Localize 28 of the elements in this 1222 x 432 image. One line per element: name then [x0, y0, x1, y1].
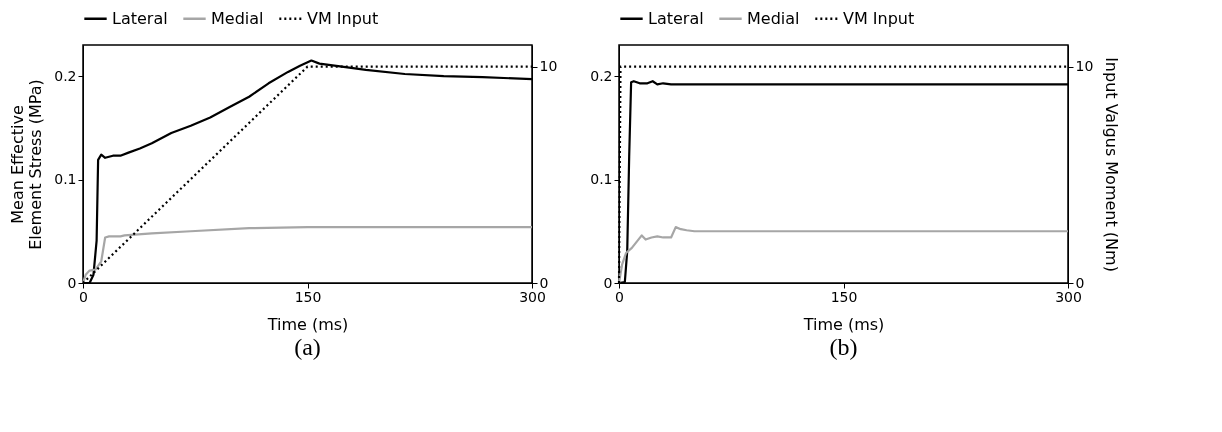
x-tick-label: 0: [615, 288, 624, 305]
y-tick-label: 0: [67, 274, 77, 291]
x-tick-label: 150: [830, 288, 858, 305]
y-tick-label: 0: [603, 274, 613, 291]
text: (a): [294, 334, 321, 360]
y2-tick-label: 10: [1075, 58, 1094, 75]
x-axis-title: Time (ms): [802, 314, 885, 334]
legend-label: VM Input: [843, 8, 915, 28]
x-tick-label: 300: [519, 288, 546, 305]
legend-label: Medial: [747, 8, 800, 28]
y2-tick-label: 0: [1075, 274, 1085, 291]
x-tick-label: 300: [1055, 288, 1082, 305]
y-tick-label: 0.2: [590, 67, 613, 84]
y-axis-title: Mean Effective Element Stress (MPa): [8, 79, 46, 250]
x-tick-label: 150: [294, 288, 322, 305]
legend-label: Medial: [211, 8, 264, 28]
legend-label: VM Input: [307, 8, 379, 28]
legend-label: Lateral: [112, 8, 168, 28]
legend-label: Lateral: [648, 8, 704, 28]
text: (b): [829, 334, 858, 360]
y2-tick-label: 0: [539, 274, 549, 291]
y-tick-label: 0.1: [590, 171, 613, 188]
y-tick-label: 0.1: [54, 171, 77, 188]
y2-tick-label: 10: [539, 58, 558, 75]
y-tick-label: 0.2: [54, 67, 77, 84]
x-tick-label: 0: [79, 288, 88, 305]
x-axis-title: Time (ms): [266, 314, 349, 334]
y2-axis-title: Input Valgus Moment (Nm): [1102, 57, 1122, 272]
